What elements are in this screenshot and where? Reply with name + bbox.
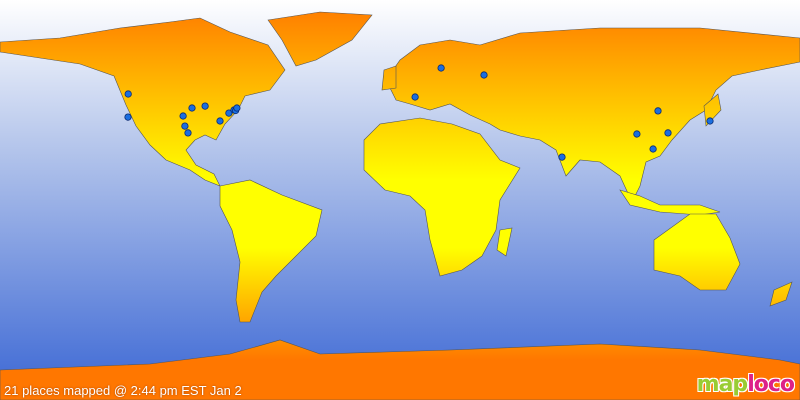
place-marker[interactable] — [216, 117, 224, 125]
north-america — [0, 17, 286, 187]
africa — [363, 117, 521, 277]
place-marker[interactable] — [181, 122, 189, 130]
place-markers — [124, 64, 714, 161]
madagascar — [496, 227, 513, 257]
place-marker[interactable] — [664, 129, 672, 137]
new-zealand — [769, 281, 793, 307]
place-marker[interactable] — [649, 145, 657, 153]
place-marker[interactable] — [437, 64, 445, 72]
eurasia — [385, 27, 800, 203]
place-marker[interactable] — [179, 112, 187, 120]
place-marker[interactable] — [225, 109, 233, 117]
place-marker[interactable] — [480, 71, 488, 79]
logo-part-map: map — [696, 372, 749, 397]
south-america — [219, 179, 323, 323]
place-marker[interactable] — [558, 153, 566, 161]
place-marker[interactable] — [411, 93, 419, 101]
antarctica — [0, 339, 800, 400]
uk — [381, 65, 397, 91]
place-marker[interactable] — [654, 107, 662, 115]
logo-part-loco: loco — [747, 372, 795, 397]
place-marker[interactable] — [184, 129, 192, 137]
indonesia — [619, 189, 721, 216]
maploco-logo[interactable]: maploco — [696, 372, 795, 397]
place-marker[interactable] — [633, 130, 641, 138]
places-mapped-caption: 21 places mapped @ 2:44 pm EST Jan 2 — [4, 383, 242, 398]
australia — [653, 213, 741, 291]
place-marker[interactable] — [124, 90, 132, 98]
place-marker[interactable] — [201, 102, 209, 110]
greenland — [267, 11, 373, 67]
place-marker[interactable] — [706, 117, 714, 125]
place-marker[interactable] — [124, 113, 132, 121]
place-marker[interactable] — [233, 104, 241, 112]
place-marker[interactable] — [188, 104, 196, 112]
